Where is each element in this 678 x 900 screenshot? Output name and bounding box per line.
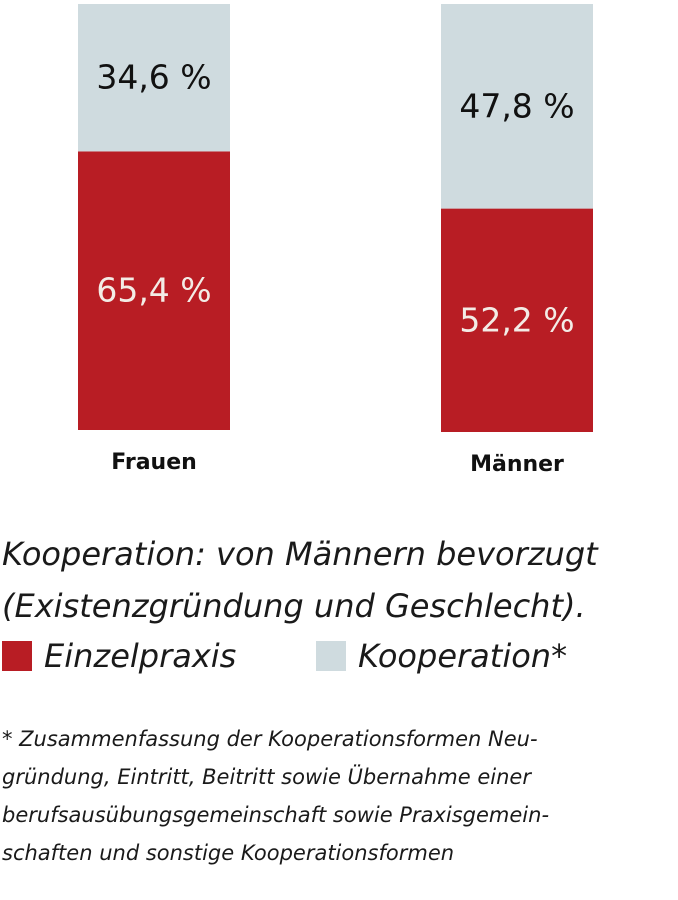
- legend: Einzelpraxis Kooperation*: [2, 634, 672, 678]
- legend-swatch-einzelpraxis: [2, 641, 32, 671]
- footnote: * Zusammenfassung der Kooperationsformen…: [2, 727, 550, 865]
- bar-value-label: 34,6 %: [96, 58, 211, 97]
- bar-segment-einzelpraxis-frauen: [78, 151, 230, 430]
- legend-label-einzelpraxis: Einzelpraxis: [44, 637, 237, 675]
- caption-line-2: (Existenzgründung und Geschlecht).: [2, 587, 586, 625]
- bar-segment-einzelpraxis-männer: [441, 208, 593, 432]
- category-label: Männer: [470, 452, 564, 477]
- legend-item-kooperation: Kooperation*: [316, 634, 567, 678]
- legend-label-kooperation: Kooperation*: [358, 637, 568, 675]
- caption-line-1: Kooperation: von Männern bevorzugt: [2, 535, 598, 573]
- bar-segment-kooperation-männer: [441, 4, 593, 209]
- chart-caption: Kooperation: von Männern bevorzugt (Exis…: [2, 528, 672, 632]
- legend-item-einzelpraxis: Einzelpraxis: [2, 634, 236, 678]
- category-label: Frauen: [111, 450, 197, 475]
- bar-value-label: 65,4 %: [96, 271, 211, 310]
- bar-segment-kooperation-frauen: [78, 4, 230, 152]
- bar-value-label: 52,2 %: [459, 300, 574, 339]
- bar-value-label: 47,8 %: [459, 86, 574, 125]
- stacked-bar-chart: 65,4 % 34,6 % Frauen 52,2 % 47,8 % Männer: [78, 4, 593, 477]
- legend-swatch-kooperation: [316, 641, 346, 671]
